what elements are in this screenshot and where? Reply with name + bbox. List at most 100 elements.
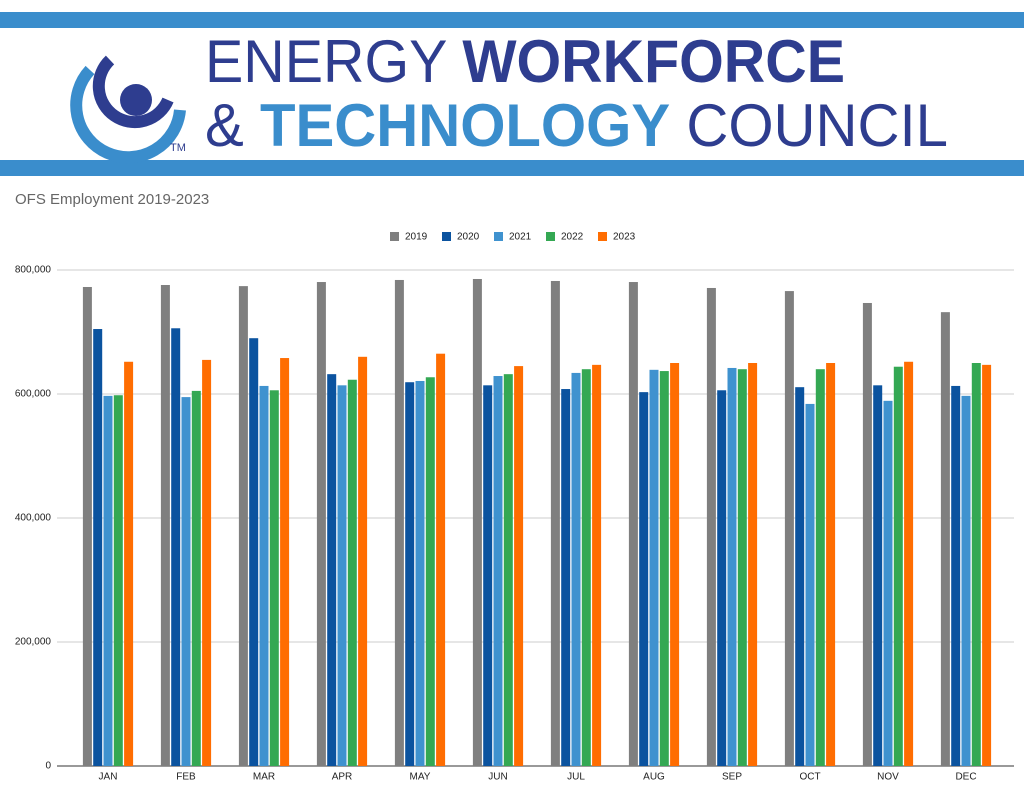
bar xyxy=(327,374,337,766)
bar xyxy=(269,390,279,766)
bar xyxy=(951,385,961,766)
logo xyxy=(70,55,186,164)
bar xyxy=(259,385,269,766)
y-tick-label: 400,000 xyxy=(15,513,52,524)
bar xyxy=(971,363,981,766)
legend-swatch xyxy=(390,232,399,241)
legend-swatch xyxy=(442,232,451,241)
bar xyxy=(358,356,368,766)
y-tick-label: 600,000 xyxy=(15,389,52,400)
x-tick-label: SEP xyxy=(722,772,742,783)
bar xyxy=(316,282,326,766)
bar xyxy=(394,279,404,766)
bar xyxy=(202,359,212,766)
x-tick-label: AUG xyxy=(643,772,665,783)
bar xyxy=(425,377,435,766)
legend-label: 2020 xyxy=(457,232,480,243)
legend-swatch xyxy=(546,232,555,241)
bar xyxy=(784,291,794,766)
x-tick-label: JUN xyxy=(488,772,507,783)
bar xyxy=(659,371,669,766)
legend-label: 2019 xyxy=(405,232,428,243)
bar xyxy=(124,361,134,766)
y-tick-label: 0 xyxy=(45,761,51,772)
bar xyxy=(415,380,425,766)
bar xyxy=(550,280,560,766)
bar xyxy=(815,369,825,766)
bar xyxy=(483,385,493,766)
bar xyxy=(191,390,201,766)
bar xyxy=(337,385,347,766)
bar xyxy=(826,363,836,766)
bar xyxy=(347,379,357,766)
bar xyxy=(436,353,446,766)
bar xyxy=(249,338,259,766)
chart-title: OFS Employment 2019-2023 xyxy=(15,191,209,208)
bar xyxy=(805,403,815,766)
header-line: ENERGY WORKFORCE xyxy=(205,28,845,95)
header-word: TECHNOLOGY xyxy=(260,92,670,159)
bar xyxy=(493,376,503,766)
bar xyxy=(571,372,581,766)
legend-swatch xyxy=(494,232,503,241)
bar xyxy=(171,328,181,766)
x-tick-label: APR xyxy=(332,772,353,783)
x-tick-label: DEC xyxy=(955,772,976,783)
bar xyxy=(181,397,191,766)
header-word: COUNCIL xyxy=(686,92,948,159)
bar xyxy=(113,395,123,766)
trademark: TM xyxy=(170,142,186,154)
bar xyxy=(514,366,524,766)
bar xyxy=(862,302,872,766)
y-tick-label: 200,000 xyxy=(15,637,52,648)
bar xyxy=(561,389,571,766)
bar xyxy=(628,282,638,766)
header-word: ENERGY xyxy=(205,28,446,95)
bar xyxy=(639,392,649,766)
bar xyxy=(961,395,971,766)
bar xyxy=(160,285,170,766)
bar xyxy=(238,286,248,766)
x-tick-label: FEB xyxy=(176,772,196,783)
header-line: & TECHNOLOGY COUNCIL xyxy=(205,92,948,159)
bar xyxy=(472,278,482,766)
bar xyxy=(940,312,950,766)
x-tick-label: OCT xyxy=(799,772,820,783)
bar xyxy=(581,369,591,766)
x-tick-label: MAR xyxy=(253,772,275,783)
bar xyxy=(280,358,290,766)
bar xyxy=(883,400,893,766)
bar xyxy=(727,367,737,766)
bar xyxy=(503,374,513,766)
bar xyxy=(873,385,883,766)
bar xyxy=(717,390,727,766)
legend-label: 2021 xyxy=(509,232,532,243)
header-band xyxy=(0,160,1024,176)
y-tick-label: 800,000 xyxy=(15,265,52,276)
bar xyxy=(649,369,659,766)
bar xyxy=(904,361,914,766)
bar xyxy=(93,329,103,766)
bar xyxy=(706,287,716,766)
legend-label: 2023 xyxy=(613,232,636,243)
bar xyxy=(405,382,415,766)
bar xyxy=(893,366,903,766)
header-word: WORKFORCE xyxy=(462,28,845,95)
bar xyxy=(795,387,805,766)
bar xyxy=(103,395,113,766)
legend-swatch xyxy=(598,232,607,241)
x-tick-label: JUL xyxy=(567,772,585,783)
bar xyxy=(82,286,92,766)
header-band xyxy=(0,12,1024,28)
x-tick-label: JAN xyxy=(99,772,118,783)
bar xyxy=(737,369,747,766)
header-word: & xyxy=(205,92,244,159)
x-tick-label: NOV xyxy=(877,772,899,783)
bar xyxy=(982,364,992,766)
bar xyxy=(670,363,680,766)
legend-label: 2022 xyxy=(561,232,584,243)
x-tick-label: MAY xyxy=(410,772,431,783)
bar xyxy=(592,364,602,766)
bar xyxy=(748,363,758,766)
